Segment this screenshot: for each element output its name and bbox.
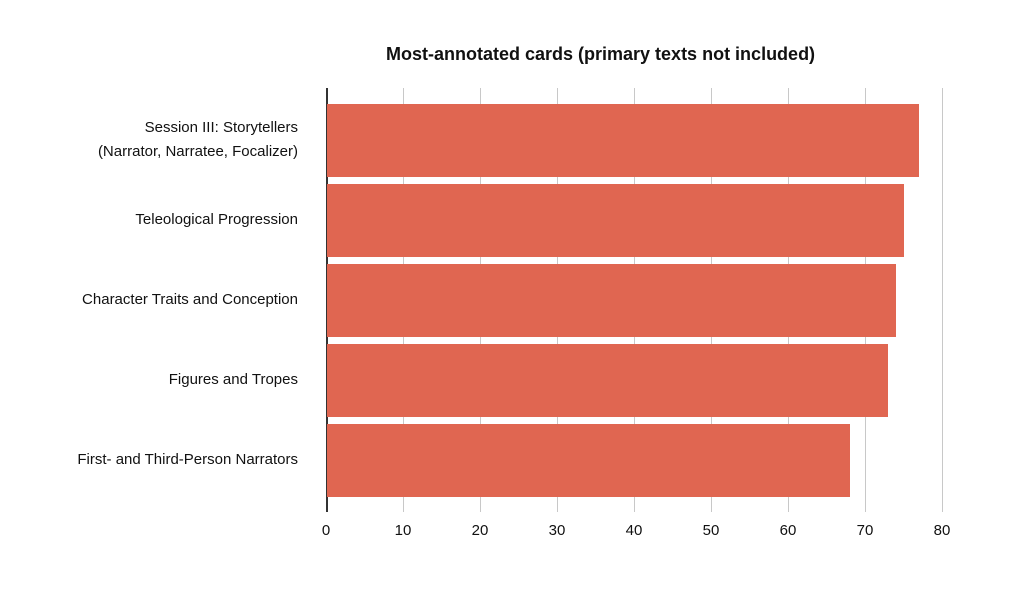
category-label: Character Traits and Conception — [82, 288, 298, 312]
category-label: Figures and Tropes — [169, 368, 298, 392]
x-tick-label: 30 — [548, 522, 566, 539]
category-label-line: Session III: Storytellers — [144, 119, 298, 136]
x-tick-label: 20 — [471, 522, 489, 539]
bar — [327, 104, 919, 177]
gridline — [942, 88, 943, 512]
category-label-line: Figures and Tropes — [168, 371, 298, 388]
x-tick-label: 10 — [394, 522, 412, 539]
bar — [327, 264, 896, 337]
category-label: Session III: Storytellers (Narrator, Narr… — [98, 116, 298, 164]
bar — [327, 344, 889, 417]
category-label-line: Teleological Progression — [135, 211, 298, 228]
category-label-line: (Narrator, Narratee, Focalizer) — [97, 143, 298, 160]
bar — [327, 184, 904, 257]
category-label: First- and Third-Person Narrators — [77, 448, 298, 472]
bar — [327, 424, 850, 497]
category-label-line: First- and Third-Person Narrators — [77, 451, 298, 468]
x-tick-label: 60 — [779, 522, 797, 539]
x-tick-label: 50 — [702, 522, 720, 539]
category-label-line: Character Traits and Conception — [82, 291, 298, 308]
x-tick-label: 40 — [625, 522, 643, 539]
chart-title-text: Most-annotated cards (primary texts not … — [386, 44, 816, 64]
category-label: Teleological Progression — [135, 208, 298, 232]
x-tick-label: 70 — [856, 522, 874, 539]
plot-area — [326, 88, 946, 512]
x-tick-label: 0 — [321, 522, 331, 539]
x-tick-label: 80 — [933, 522, 951, 539]
